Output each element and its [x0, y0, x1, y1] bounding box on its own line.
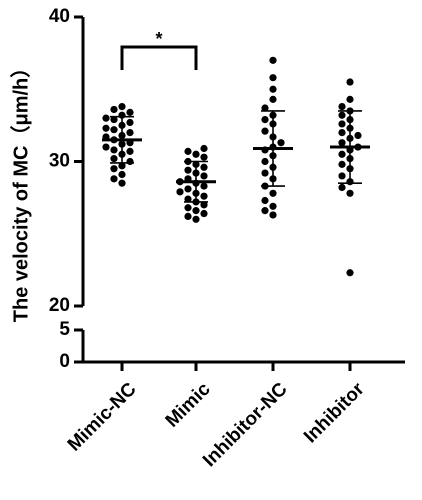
data-point [346, 78, 354, 86]
data-point [261, 196, 269, 205]
data-point [269, 95, 277, 103]
data-point [338, 150, 346, 158]
y-tick-label: 40 [49, 6, 70, 27]
data-point [192, 150, 200, 158]
data-point [261, 207, 269, 215]
series-group-inhibitor-nc [253, 56, 293, 219]
data-point [269, 85, 277, 93]
data-point [269, 74, 277, 82]
data-point [118, 102, 126, 111]
y-tick-label: 5 [59, 319, 70, 340]
data-point [261, 157, 269, 166]
data-point [277, 139, 285, 147]
data-point [102, 143, 110, 151]
data-point [200, 172, 208, 180]
data-point [110, 175, 118, 183]
data-point [118, 170, 126, 179]
data-point [126, 157, 134, 166]
data-point [200, 201, 208, 209]
data-point [346, 269, 354, 277]
annotation-layer: * [120, 29, 198, 70]
data-point [126, 129, 134, 137]
data-point [110, 165, 118, 173]
data-point [184, 185, 192, 193]
data-point [261, 127, 269, 135]
significance-bracket [120, 45, 198, 70]
y-tick-label: 0 [59, 351, 70, 372]
data-point [110, 146, 118, 154]
data-point [338, 111, 346, 119]
data-point [261, 115, 269, 124]
data-layer [102, 56, 370, 277]
data-point [110, 105, 118, 114]
data-point [118, 179, 126, 187]
data-point [126, 147, 134, 155]
data-point [261, 169, 269, 177]
data-point [184, 166, 192, 174]
data-point [338, 183, 346, 192]
series-group-mimic [176, 144, 216, 223]
data-point [269, 202, 277, 210]
data-point [269, 189, 277, 197]
data-point [192, 207, 200, 215]
data-point [200, 144, 208, 153]
data-point [338, 102, 346, 111]
x-category-label: Mimic [162, 378, 215, 431]
x-category-label: Mimic-NC [64, 379, 141, 456]
data-point [346, 95, 354, 103]
data-point [338, 120, 346, 128]
y-axis-label: The velocity of MC（μm/h） [9, 58, 32, 322]
data-point [110, 115, 118, 124]
data-point [200, 209, 208, 218]
data-point [346, 189, 354, 197]
data-point [200, 182, 208, 190]
data-point [200, 163, 208, 171]
data-point [176, 188, 184, 196]
data-point [118, 162, 126, 170]
data-point [338, 139, 346, 147]
axis-layer [81, 17, 405, 364]
x-category-label: Inhibitor [300, 378, 369, 447]
y-tick-layer: 0 5 20 30 40 [49, 6, 83, 372]
y-tick-label: 20 [49, 295, 70, 316]
data-point [269, 211, 277, 219]
data-point [184, 147, 192, 155]
data-point [200, 192, 208, 200]
data-point [261, 104, 269, 112]
data-point [338, 160, 346, 168]
series-group-inhibitor [330, 78, 370, 277]
data-point [269, 56, 277, 64]
data-point [102, 114, 110, 122]
data-point [354, 131, 362, 140]
data-point [110, 126, 118, 134]
series-group-mimic-nc [102, 102, 142, 187]
data-point [192, 215, 200, 223]
data-point [102, 124, 110, 132]
data-point [184, 212, 192, 221]
y-tick-label: 30 [49, 151, 70, 172]
data-point [338, 172, 346, 180]
data-point [110, 155, 118, 163]
data-point [200, 153, 208, 161]
data-point [184, 204, 192, 212]
data-point [338, 129, 346, 137]
significance-marker: * [155, 29, 162, 49]
data-point [126, 108, 134, 116]
data-point [184, 195, 192, 203]
data-point [126, 118, 134, 127]
